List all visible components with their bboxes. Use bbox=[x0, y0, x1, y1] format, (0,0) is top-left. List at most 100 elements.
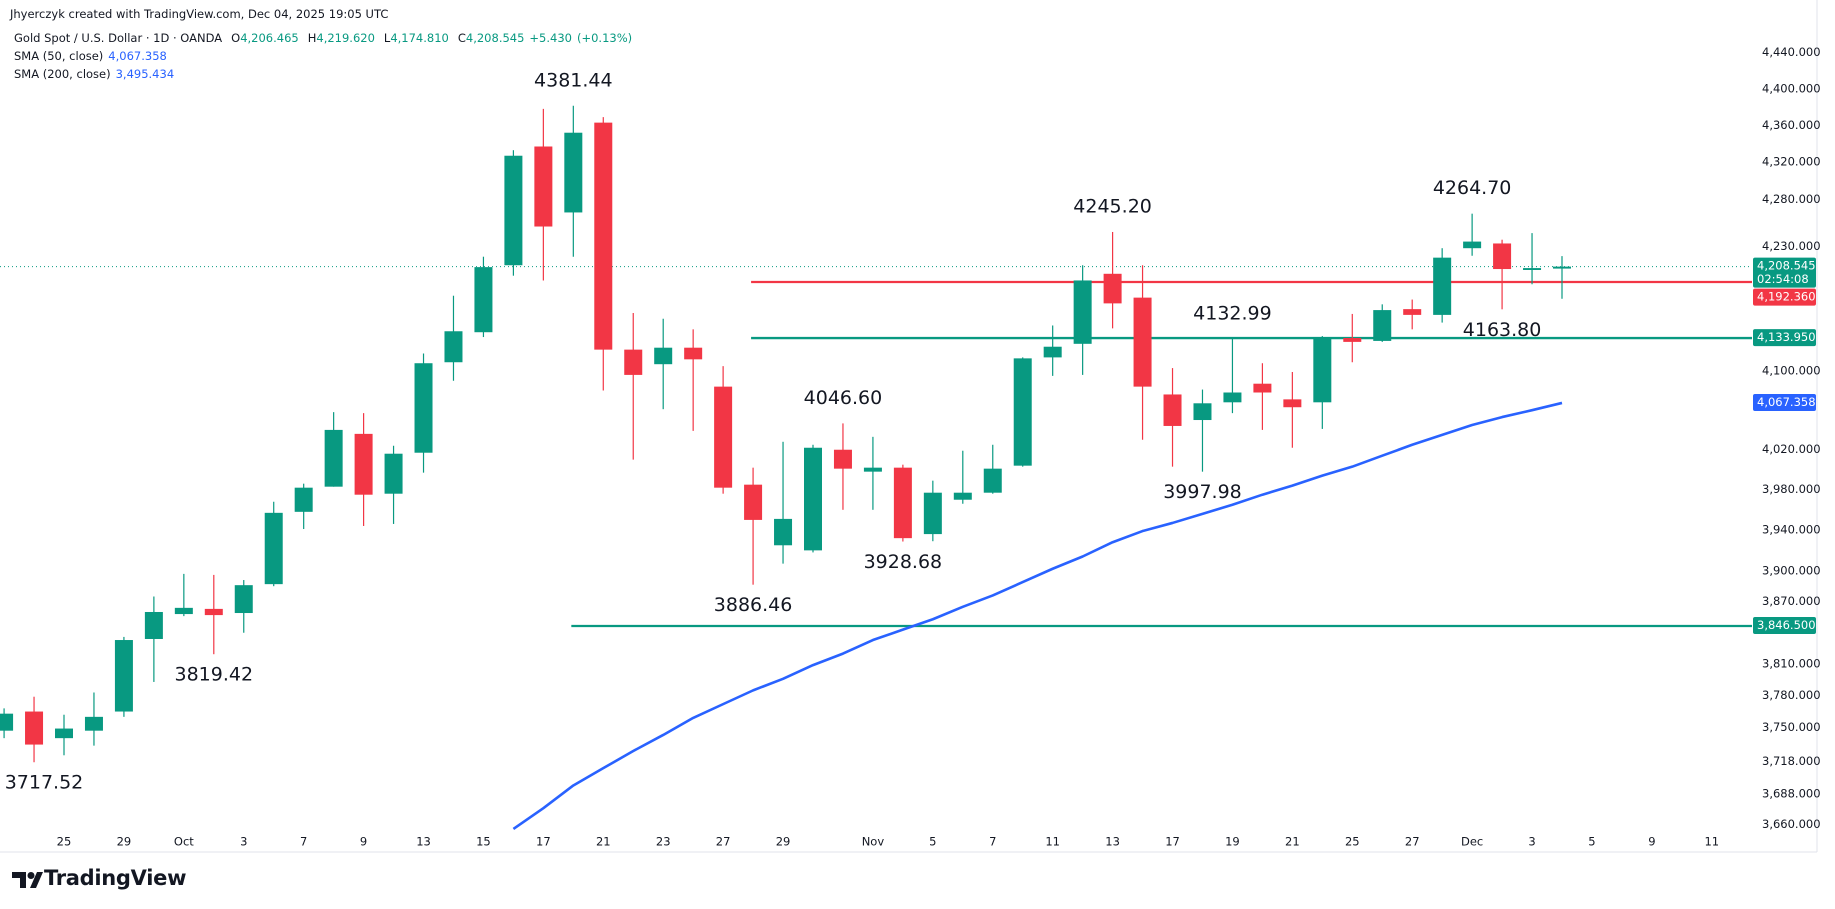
candle-body bbox=[504, 155, 523, 266]
sma-value: 3,495.434 bbox=[115, 67, 175, 81]
price-label-box bbox=[1753, 616, 1816, 634]
x-tick-label: 17 bbox=[536, 835, 551, 849]
axes: 4,440.000 4,400.000 4,360.000 4,320.000 4,28… bbox=[57, 45, 1821, 848]
annotation: 3886.46 bbox=[714, 594, 793, 616]
x-tick-label: 3 bbox=[1528, 835, 1535, 849]
legend-change-pct: (+0.13%) bbox=[576, 31, 633, 45]
candle-body bbox=[804, 447, 822, 551]
y-tick-label: 3,940.000 bbox=[1762, 523, 1821, 537]
candle-body bbox=[414, 363, 433, 453]
x-tick-label: 25 bbox=[57, 835, 72, 849]
x-tick-label: 23 bbox=[656, 835, 671, 849]
candle-body bbox=[1493, 243, 1512, 270]
price-label: 3,846.500 bbox=[1757, 618, 1816, 632]
candle-body bbox=[893, 467, 912, 539]
candle-body bbox=[444, 331, 463, 363]
candle-body bbox=[1013, 358, 1032, 466]
x-tick-label: 29 bbox=[117, 835, 132, 849]
plot-area bbox=[0, 105, 1752, 830]
price-label: 4,208.545 bbox=[1757, 259, 1816, 273]
candle-body bbox=[384, 453, 403, 494]
annotation: 4132.99 bbox=[1193, 302, 1272, 324]
y-tick-label: 3,660.000 bbox=[1762, 817, 1821, 831]
legend-value: 4,206.465 bbox=[240, 31, 299, 45]
legend-change: +5.430 bbox=[529, 31, 572, 45]
x-tick-label: 11 bbox=[1704, 835, 1719, 849]
x-tick-label: 5 bbox=[929, 835, 936, 849]
candle-body bbox=[564, 132, 583, 213]
candle-body bbox=[1403, 309, 1422, 315]
candle-body bbox=[354, 433, 373, 495]
candle-body bbox=[1253, 383, 1272, 393]
sma-name: SMA (200, close) bbox=[14, 67, 111, 81]
x-tick-label: 13 bbox=[416, 835, 431, 849]
x-tick-label: 29 bbox=[776, 835, 791, 849]
x-tick-label: 7 bbox=[989, 835, 996, 849]
y-tick-label: 4,230.000 bbox=[1762, 239, 1821, 253]
legend-value: 4,174.810 bbox=[390, 31, 449, 45]
candle-body bbox=[1553, 266, 1571, 269]
annotation: 4264.70 bbox=[1433, 177, 1512, 199]
y-tick-label: 3,900.000 bbox=[1762, 563, 1821, 577]
legend-title: Gold Spot / U.S. Dollar · 1D · OANDA bbox=[14, 31, 223, 45]
x-tick-label: Oct bbox=[174, 835, 194, 849]
candle-body bbox=[1103, 273, 1122, 304]
y-tick-label: 4,280.000 bbox=[1762, 192, 1821, 206]
x-tick-label: 11 bbox=[1045, 835, 1060, 849]
candle-body bbox=[25, 711, 44, 745]
candle-body bbox=[1343, 338, 1362, 342]
x-tick-label: 27 bbox=[716, 835, 731, 849]
candle-body bbox=[534, 146, 553, 227]
y-tick-label: 3,980.000 bbox=[1762, 482, 1821, 496]
price-label-box bbox=[1753, 288, 1816, 306]
annotation: 4046.60 bbox=[804, 387, 883, 409]
legend-main: Gold Spot / U.S. Dollar · 1D · OANDA O 4… bbox=[14, 31, 632, 45]
candle-body bbox=[953, 492, 972, 500]
candle-body bbox=[1193, 403, 1212, 421]
legend-key: O bbox=[231, 31, 241, 45]
candle-body bbox=[1283, 399, 1302, 408]
candle-body bbox=[1223, 392, 1242, 403]
candle-body bbox=[983, 468, 1002, 493]
x-tick-label: 21 bbox=[1285, 835, 1300, 849]
author-line: Jhyerczyk created with TradingView.com, … bbox=[10, 7, 389, 21]
y-tick-label: 4,020.000 bbox=[1762, 442, 1821, 456]
price-label-box bbox=[1753, 393, 1816, 411]
y-tick-label: 3,810.000 bbox=[1762, 657, 1821, 671]
y-tick-label: 4,320.000 bbox=[1762, 155, 1821, 169]
price-label: 4,192.360 bbox=[1757, 290, 1816, 304]
annotation: 3928.68 bbox=[864, 551, 943, 573]
annotation: 4381.44 bbox=[534, 69, 613, 91]
x-tick-label: 17 bbox=[1165, 835, 1180, 849]
footer-logo-text: TradingView bbox=[44, 866, 187, 890]
candle-body bbox=[774, 518, 793, 546]
y-tick-label: 3,750.000 bbox=[1762, 720, 1821, 734]
candle-body bbox=[714, 386, 733, 488]
y-tick-label: 4,360.000 bbox=[1762, 118, 1821, 132]
candle-body bbox=[474, 267, 493, 333]
annotation: 4163.80 bbox=[1463, 319, 1542, 341]
legend-key: C bbox=[457, 31, 466, 45]
annotation: 3819.42 bbox=[175, 664, 254, 686]
candle-body bbox=[833, 449, 852, 469]
candle-body bbox=[624, 349, 643, 375]
x-tick-label: 21 bbox=[596, 835, 611, 849]
candle-body bbox=[1523, 268, 1542, 270]
candle-body bbox=[1163, 394, 1182, 426]
footer-logo-icon bbox=[12, 872, 43, 888]
candle-body bbox=[1073, 280, 1092, 344]
x-tick-label: 15 bbox=[476, 835, 491, 849]
x-tick-label: 9 bbox=[1648, 835, 1655, 849]
legend-sma200: SMA (200, close) 3,495.434 bbox=[14, 67, 174, 81]
y-tick-label: 3,780.000 bbox=[1762, 688, 1821, 702]
annotation: 4245.20 bbox=[1073, 195, 1152, 217]
candle-body bbox=[84, 716, 103, 731]
legend-sma50: SMA (50, close) 4,067.358 bbox=[14, 49, 167, 63]
candle-body bbox=[744, 484, 763, 520]
countdown-label: 02:54:08 bbox=[1757, 272, 1809, 286]
candle-body bbox=[1463, 241, 1482, 249]
y-tick-label: 3,870.000 bbox=[1762, 594, 1821, 608]
x-tick-label: 19 bbox=[1225, 835, 1240, 849]
candle-body bbox=[1313, 337, 1332, 403]
